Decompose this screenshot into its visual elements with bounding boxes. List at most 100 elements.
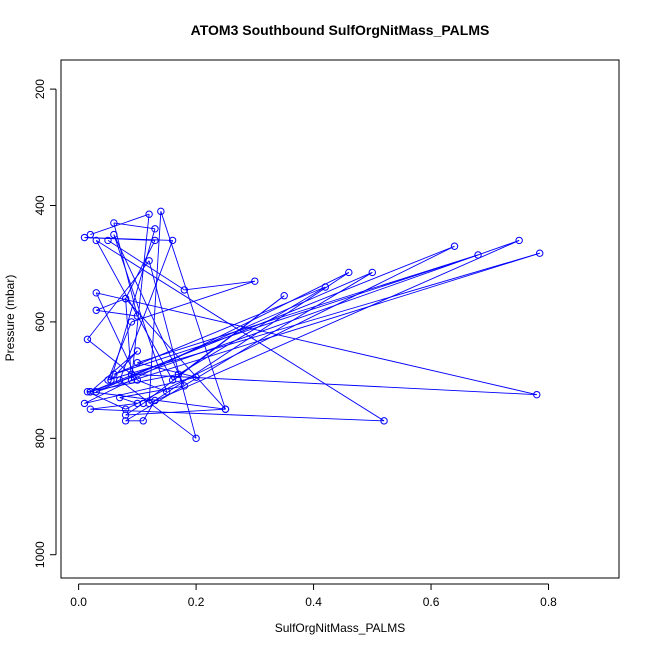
data-point: [110, 219, 118, 227]
data-point: [536, 249, 544, 257]
series-line-segment: [110, 350, 138, 381]
data-point: [110, 370, 118, 378]
chart-title: ATOM3 Southbound SulfOrgNitMass_PALMS: [191, 22, 490, 38]
y-tick-label: 600: [33, 312, 47, 332]
data-point: [104, 236, 112, 245]
data-point: [80, 399, 89, 408]
data-point: [192, 373, 200, 381]
data-point: [86, 388, 95, 396]
series-line-segment: [178, 286, 326, 375]
data-point: [86, 405, 95, 413]
data-point: [127, 376, 136, 384]
y-tick-label: 800: [33, 428, 47, 448]
data-point: [133, 312, 142, 320]
series-line-segment: [84, 376, 197, 404]
data-point: [92, 289, 100, 297]
data-point: [174, 370, 183, 378]
data-point: [121, 294, 130, 303]
series-line-segment: [96, 309, 138, 317]
x-tick-label: 0.0: [70, 595, 87, 609]
data-point: [92, 306, 100, 314]
data-point: [145, 210, 153, 218]
data-point: [83, 388, 92, 396]
x-tick-label: 0.6: [423, 595, 440, 609]
plot-area-frame: [60, 59, 620, 579]
series-points: [80, 207, 544, 443]
series-line-segment: [87, 260, 150, 340]
series-line-segment: [160, 211, 226, 410]
x-tick-label: 0.8: [540, 595, 557, 609]
data-point: [127, 370, 136, 378]
series-line-segment: [90, 213, 150, 236]
data-point: [133, 376, 142, 384]
data-point: [92, 236, 100, 245]
data-point: [121, 405, 130, 413]
x-axis-label: SulfOrgNitMass_PALMS: [275, 621, 405, 635]
series-line-segment: [148, 240, 520, 404]
series-line-segment: [119, 240, 174, 381]
series-line-segment: [96, 298, 126, 311]
series-line-segment: [154, 272, 350, 401]
data-point: [168, 236, 177, 245]
data-point: [145, 399, 153, 408]
data-point: [515, 236, 523, 245]
series-line-segment: [148, 211, 162, 404]
data-point: [180, 286, 189, 294]
x-tick-label: 0.2: [188, 595, 205, 609]
data-point: [127, 318, 136, 326]
series-line-segment: [125, 272, 373, 422]
data-point: [133, 358, 142, 367]
series-line-segment: [87, 339, 132, 375]
series-line-segment: [119, 379, 197, 439]
data-point: [92, 388, 100, 396]
data-point: [163, 388, 171, 396]
data-point: [116, 393, 124, 402]
series-line-segment: [96, 240, 385, 422]
y-tick-label: 1000: [33, 541, 47, 568]
series-line-segment: [113, 222, 156, 230]
x-tick-label: 0.4: [305, 595, 322, 609]
series-line-segment: [107, 252, 540, 381]
data-point: [157, 207, 165, 216]
series-line-segment: [95, 240, 173, 381]
data-point: [192, 434, 200, 443]
y-axis: 200 400 600 800 1000: [33, 79, 57, 568]
data-point: [345, 268, 353, 277]
series-line-segment: [131, 280, 255, 323]
data-point: [380, 417, 388, 425]
y-tick-label: 200: [33, 79, 47, 99]
series-line-segment: [125, 240, 156, 299]
series-lines: [84, 211, 540, 439]
series-line-segment: [90, 402, 138, 410]
data-point: [139, 399, 147, 408]
data-point: [180, 382, 189, 390]
series-line-segment: [90, 240, 520, 393]
data-point: [80, 233, 89, 242]
data-point: [151, 225, 159, 233]
data-point: [474, 251, 482, 259]
data-point: [104, 376, 112, 384]
series-line-segment: [107, 321, 132, 381]
data-point: [107, 376, 115, 384]
series-line-segment: [96, 272, 373, 393]
data-point: [121, 417, 130, 425]
y-axis-label: Pressure (mbar): [3, 275, 17, 362]
data-point: [450, 242, 459, 250]
series-line-segment: [107, 240, 185, 291]
data-point: [251, 277, 259, 285]
series-line-segment: [113, 254, 479, 375]
x-axis: 0.0 0.2 0.4 0.6 0.8: [70, 583, 557, 609]
series-line-segment: [95, 292, 138, 381]
data-point: [116, 376, 124, 384]
series-line-segment: [125, 245, 455, 410]
data-point: [145, 257, 153, 265]
series-line-segment: [90, 408, 385, 422]
series-line-segment: [137, 254, 479, 364]
series-line-segment: [96, 252, 540, 393]
series-line-segment: [142, 295, 285, 404]
data-point: [86, 230, 95, 239]
data-point: [133, 347, 142, 355]
series-line-segment: [125, 408, 226, 416]
series-line-segment: [184, 280, 255, 291]
